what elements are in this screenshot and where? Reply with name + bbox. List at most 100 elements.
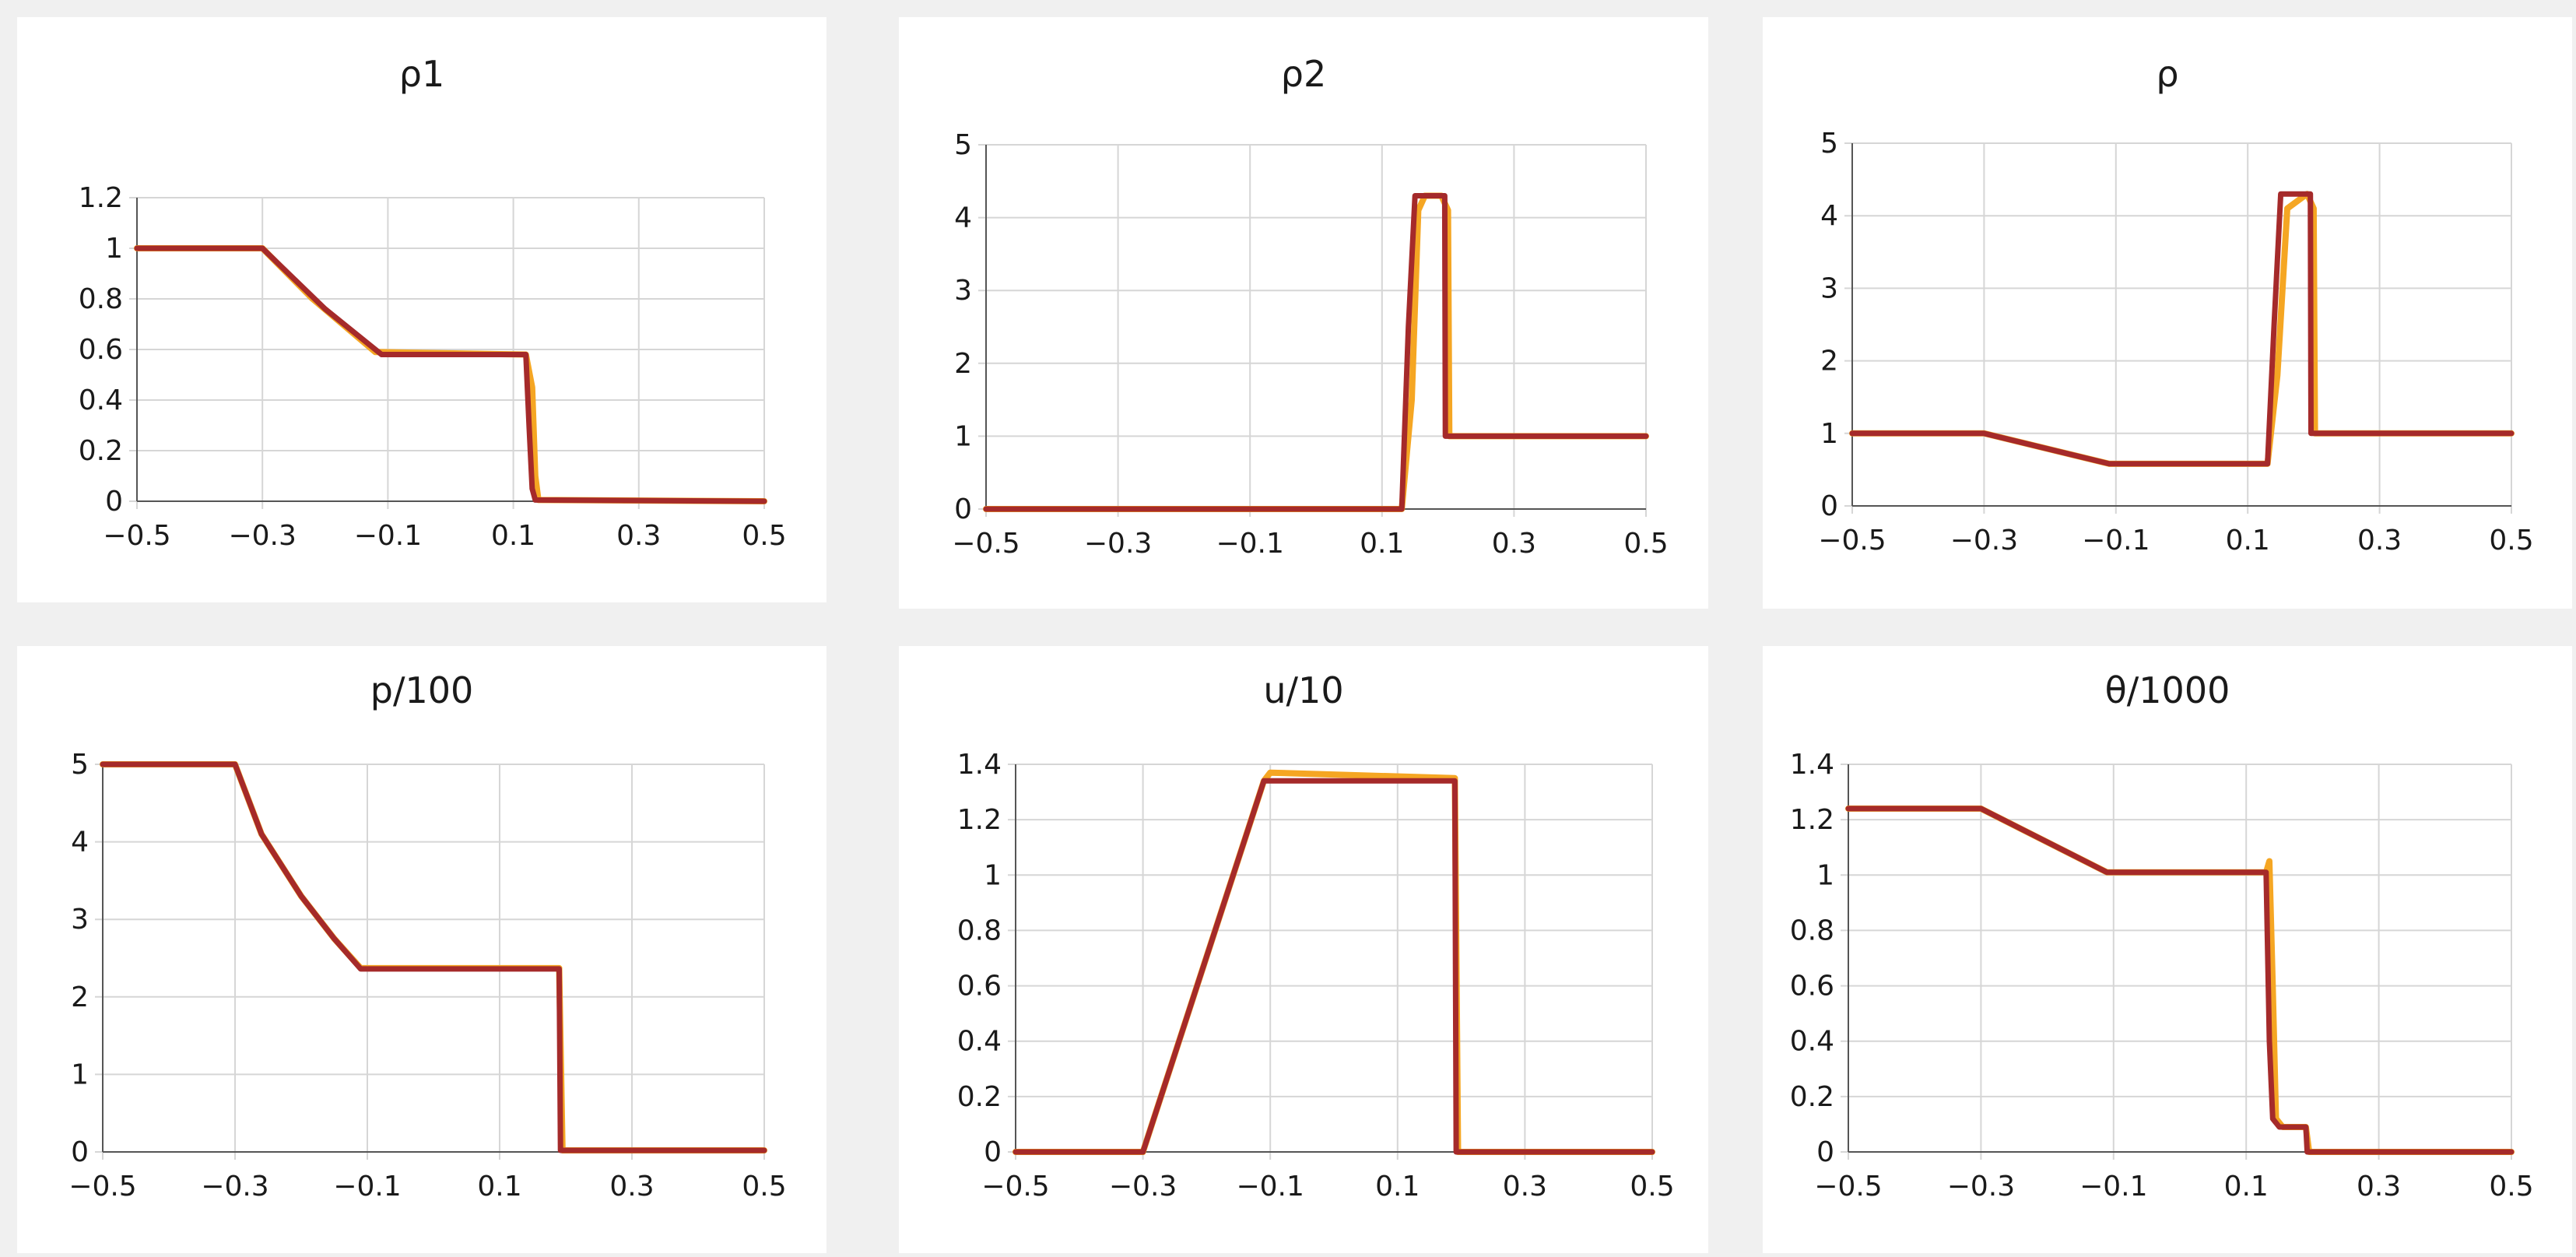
y-tick-label: 1.2	[79, 182, 123, 214]
y-tick-label: 0.6	[79, 334, 123, 366]
series-line-secondary	[134, 245, 767, 504]
series-line-main	[100, 761, 767, 1153]
y-tick-label: 1	[105, 233, 123, 265]
x-tick-label: 0.3	[1492, 528, 1536, 560]
y-tick-label: 0.2	[79, 435, 123, 467]
chart-plot: −0.5 −0.3 −0.1 0.1 0.3 0.5 0 1 2 3 4 5	[68, 749, 786, 1203]
y-tick-label: 0.8	[1790, 915, 1834, 946]
y-tick-label: 1.2	[957, 804, 1002, 836]
chart-panel-rho: ρ −0.5 −0.3 −0.1 0.1 0.3 0.5 0 1 2 3 4 5	[1763, 17, 2572, 609]
chart-panel-pressure: p/100 −0.5 −0.3 −0.1 0.1 0.3 0.5 0 1 2 3 4 5	[17, 646, 826, 1253]
y-tick-label: 0.4	[1790, 1026, 1834, 1058]
y-tick-label: 0	[71, 1136, 89, 1168]
x-tick-label: −0.5	[981, 1171, 1049, 1203]
chart-panel-rho1: ρ1 −0.5 −0.3 −0.1 0.1 0.3 0.5 0 0.2 0.4 0.6 0.8 1 1.…	[17, 17, 826, 602]
y-tick-label: 0	[105, 486, 123, 518]
y-tick-label: 4	[1820, 200, 1838, 232]
chart-title: θ/1000	[2104, 669, 2230, 711]
y-tick-label: 0.2	[957, 1081, 1002, 1113]
y-tick-label: 0	[1816, 1136, 1834, 1168]
chart-plot: −0.5 −0.3 −0.1 0.1 0.3 0.5 0 1 2 3 4 5	[1818, 128, 2533, 557]
chart-title: p/100	[370, 669, 474, 711]
x-tick-label: 0.1	[1360, 528, 1404, 560]
series-line-main	[134, 245, 767, 504]
x-tick-label: 0.5	[742, 520, 786, 552]
chart-plot: −0.5 −0.3 −0.1 0.1 0.3 0.5 0 0.2 0.4 0.6 0.8 1 1.2 1.…	[1790, 749, 2534, 1203]
y-tick-label: 2	[954, 348, 972, 380]
series-line-main	[1849, 191, 2515, 467]
y-tick-label: 0.6	[1790, 971, 1834, 1002]
x-tick-label: −0.3	[1109, 1171, 1177, 1203]
x-tick-label: 0.3	[609, 1171, 654, 1203]
x-tick-label: −0.5	[68, 1171, 136, 1203]
series-line-secondary	[983, 192, 1649, 512]
series-line-secondary	[1845, 805, 2515, 1155]
y-tick-label: 1	[984, 859, 1002, 891]
series-line-secondary	[100, 761, 767, 1153]
y-tick-label: 4	[71, 827, 89, 858]
y-tick-label: 2	[71, 981, 89, 1013]
y-tick-label: 1	[71, 1059, 89, 1090]
x-tick-label: −0.3	[1947, 1171, 2015, 1203]
y-tick-label: 0	[984, 1136, 1002, 1168]
x-tick-label: 0.1	[2224, 1171, 2269, 1203]
y-tick-label: 1	[1820, 418, 1838, 450]
x-tick-label: −0.3	[1084, 528, 1152, 560]
y-tick-label: 4	[954, 202, 972, 234]
x-tick-label: −0.5	[952, 528, 1020, 560]
x-tick-label: 0.5	[1630, 1171, 1674, 1203]
x-tick-label: 0.1	[2226, 525, 2270, 557]
y-tick-label: 0.4	[79, 384, 123, 416]
series-line-secondary	[1013, 769, 1655, 1155]
chart-plot: −0.5 −0.3 −0.1 0.1 0.3 0.5 0 0.2 0.4 0.6 0.8 1 1.2	[79, 182, 787, 552]
x-tick-label: −0.5	[1818, 525, 1886, 557]
chart-plot: −0.5 −0.3 −0.1 0.1 0.3 0.5 0 1 2 3 4 5	[952, 129, 1668, 560]
x-tick-label: −0.5	[103, 520, 170, 552]
x-tick-label: −0.1	[2079, 1171, 2147, 1203]
y-tick-label: 1	[954, 420, 972, 452]
y-tick-label: 1.4	[1790, 749, 1834, 781]
y-tick-label: 0	[954, 493, 972, 525]
x-tick-label: 0.1	[1375, 1171, 1420, 1203]
chart-plot: −0.5 −0.3 −0.1 0.1 0.3 0.5 0 0.2 0.4 0.6 0.8 1 1.2 1.…	[957, 749, 1675, 1203]
chart-title: ρ	[2156, 53, 2179, 95]
y-tick-label: 0.6	[957, 971, 1002, 1002]
x-tick-label: −0.1	[333, 1171, 401, 1203]
y-tick-label: 5	[1820, 128, 1838, 160]
x-tick-label: −0.3	[201, 1171, 268, 1203]
y-tick-label: 0	[1820, 490, 1838, 522]
x-tick-label: −0.1	[2082, 525, 2150, 557]
y-tick-label: 1.2	[1790, 804, 1834, 836]
x-tick-label: −0.3	[228, 520, 296, 552]
y-tick-label: 3	[954, 275, 972, 307]
x-tick-label: −0.1	[1236, 1171, 1304, 1203]
y-tick-label: 5	[71, 749, 89, 781]
chart-panel-rho2: ρ2 −0.5 −0.3 −0.1 0.1 0.3 0.5 0 1 2 3 4 5	[899, 17, 1708, 609]
y-tick-label: 3	[71, 904, 89, 936]
chart-title: ρ2	[1280, 53, 1327, 95]
chart-panel-velocity: u/10 −0.5 −0.3 −0.1 0.1 0.3 0.5 0 0.2 0.4 0.6 0.8 1…	[899, 646, 1708, 1253]
y-tick-label: 1.4	[957, 749, 1002, 781]
x-tick-label: 0.3	[616, 520, 661, 552]
x-tick-label: 0.1	[477, 1171, 521, 1203]
y-tick-label: 0.8	[79, 283, 123, 315]
series-line-main	[983, 193, 1649, 512]
y-tick-label: 5	[954, 129, 972, 161]
y-tick-label: 0.2	[1790, 1081, 1834, 1113]
y-tick-label: 2	[1820, 346, 1838, 377]
y-tick-label: 3	[1820, 272, 1838, 304]
series-line-main	[1013, 778, 1655, 1155]
x-tick-label: 0.5	[742, 1171, 786, 1203]
chart-title: ρ1	[398, 53, 445, 95]
x-tick-label: 0.5	[1623, 528, 1668, 560]
y-tick-label: 0.8	[957, 915, 1002, 946]
x-tick-label: 0.5	[2489, 1171, 2533, 1203]
x-tick-label: 0.1	[491, 520, 535, 552]
series-line-secondary	[1849, 191, 2515, 467]
x-tick-label: −0.1	[1216, 528, 1283, 560]
y-tick-label: 1	[1816, 859, 1834, 891]
x-tick-label: −0.5	[1814, 1171, 1882, 1203]
series-line-main	[1845, 806, 2515, 1155]
x-tick-label: −0.3	[1950, 525, 2018, 557]
x-tick-label: 0.3	[1503, 1171, 1547, 1203]
